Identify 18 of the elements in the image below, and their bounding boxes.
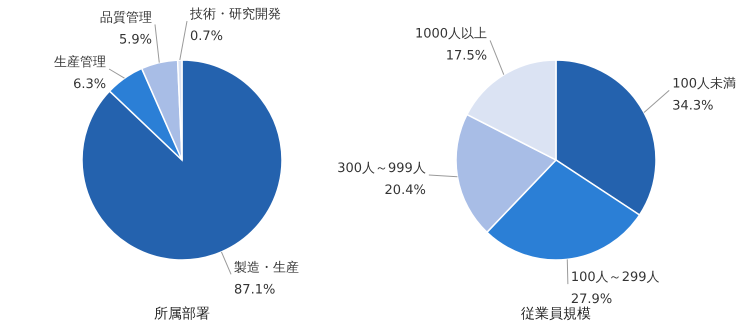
data-label: 87.1% <box>234 282 276 298</box>
slice-label: 技術・研究開発 <box>189 7 281 22</box>
slice-label: 100人未満 <box>672 76 736 92</box>
text: 所属部署 <box>154 306 210 322</box>
slice-label: 100人～299人 <box>570 270 660 286</box>
data-label: 20.4% <box>384 183 426 198</box>
slice-label: 300人～999人 <box>337 161 426 176</box>
slice-label: 1000人以上 <box>415 26 488 42</box>
slice-label: 品質管理 <box>100 10 152 26</box>
data-label: 0.7% <box>190 29 224 44</box>
data-label: 5.9% <box>118 32 152 48</box>
data-label: 6.3% <box>73 77 106 92</box>
slice-label: 製造・生産 <box>234 259 300 276</box>
slice-label: 生産管理 <box>54 54 106 70</box>
data-label: 34.3% <box>672 98 714 114</box>
text: 従業員規模 <box>521 306 591 322</box>
data-label: 27.9% <box>570 292 612 308</box>
data-label: 17.5% <box>446 48 488 64</box>
